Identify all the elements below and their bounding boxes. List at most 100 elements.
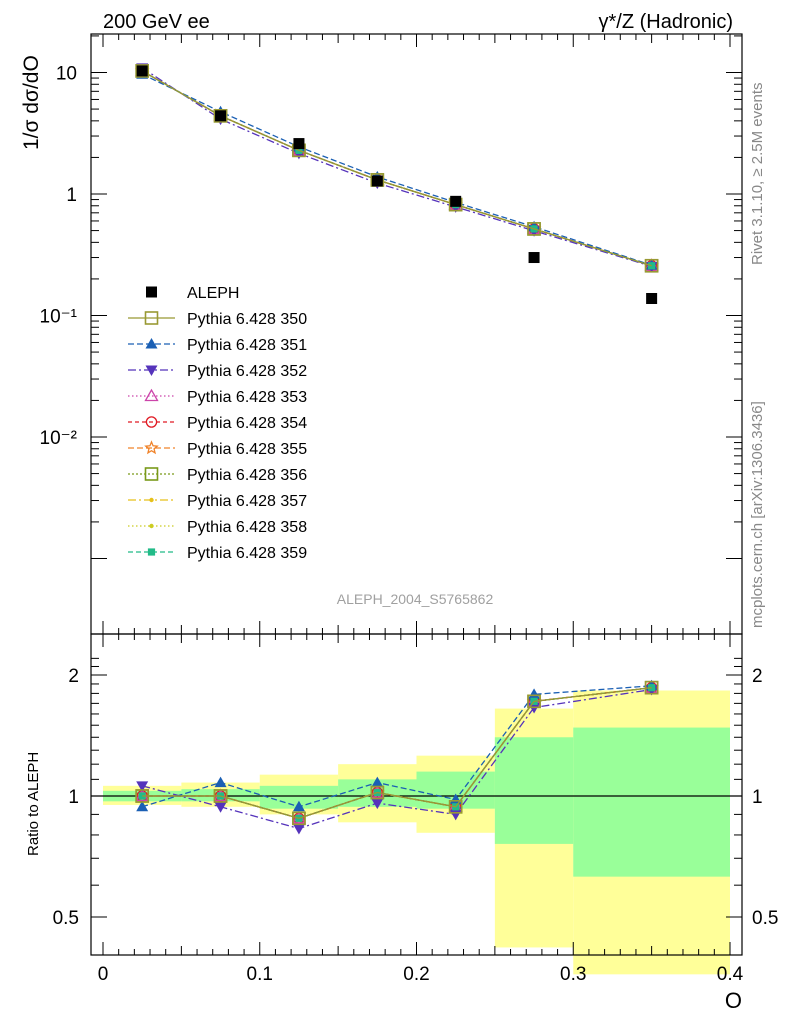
legend-label-2: Pythia 6.428 352 xyxy=(187,363,307,380)
legend-marker-9 xyxy=(147,548,156,556)
ratio-ytick-label-left-1: 1 xyxy=(68,787,79,808)
ratio-point-series-2-1 xyxy=(214,802,227,813)
header-right: γ*/Z (Hadronic) xyxy=(599,11,733,33)
ratio-point-series-1-5 xyxy=(528,688,541,699)
x-axis-title: O xyxy=(725,988,742,1013)
legend-entry-6: Pythia 6.428 356 xyxy=(128,467,307,484)
main-panel: 10⁻²10⁻¹11010² xyxy=(40,33,743,635)
main-frame xyxy=(90,33,743,635)
main-line-series-6 xyxy=(141,70,652,267)
legend-label-aleph: ALEPH xyxy=(187,285,239,302)
legend-label-9: Pythia 6.428 359 xyxy=(187,545,307,562)
legend-label-4: Pythia 6.428 354 xyxy=(187,415,307,432)
legend-marker-8 xyxy=(149,523,154,529)
aleph-point-1 xyxy=(215,110,227,122)
main-point-series-0-6 xyxy=(644,258,659,273)
main-line-series-8 xyxy=(141,70,652,267)
main-ytick-label-3: 10 xyxy=(56,64,77,85)
main-line-series-1 xyxy=(141,73,652,266)
ratio-ytick-label-right-2: 2 xyxy=(752,666,763,687)
x-tick-label-4: 0.4 xyxy=(717,964,744,985)
legend: ALEPH Pythia 6.428 350 Pythia 6.428 351 Pyt… xyxy=(128,285,307,562)
legend-entry-aleph: ALEPH xyxy=(146,285,239,302)
ratio-point-series-0-6 xyxy=(644,680,659,695)
ratio-point-series-2-0 xyxy=(136,781,149,792)
ratio-point-series-9-6 xyxy=(648,684,656,692)
y-axis-title-ratio: Ratio to ALEPH xyxy=(25,752,42,856)
main-ytick-label-2: 1 xyxy=(66,185,77,206)
rivet-label: Rivet 3.1.10, ≥ 2.5M events xyxy=(749,83,766,266)
ratio-point-series-1-1 xyxy=(214,776,227,788)
x-tick-label-1: 0.1 xyxy=(247,964,273,985)
ratio-point-series-0-0 xyxy=(135,789,149,803)
main-line-series-5 xyxy=(141,70,652,267)
main-point-series-0-0 xyxy=(135,64,149,78)
legend-entry-0: Pythia 6.428 350 xyxy=(128,311,307,328)
legend-entry-4: Pythia 6.428 354 xyxy=(128,415,307,432)
band-green-5 xyxy=(494,737,574,844)
legend-label-3: Pythia 6.428 353 xyxy=(187,389,307,406)
x-tick-label-3: 0.3 xyxy=(560,964,586,985)
x-tick-label-2: 0.2 xyxy=(403,964,429,985)
ratio-line-series-0 xyxy=(142,687,652,819)
x-tick-label-0: 0 xyxy=(98,964,109,985)
ratio-point-series-0-3 xyxy=(370,785,385,800)
aleph-point-3 xyxy=(371,175,383,187)
legend-marker-aleph xyxy=(146,286,157,298)
legend-marker-7 xyxy=(149,497,154,503)
aleph-point-4 xyxy=(450,195,462,207)
legend-marker-2 xyxy=(145,365,158,376)
legend-label-7: Pythia 6.428 357 xyxy=(187,493,307,510)
legend-entry-9: Pythia 6.428 359 xyxy=(128,545,307,562)
legend-label-5: Pythia 6.428 355 xyxy=(187,441,307,458)
aleph-point-0 xyxy=(136,65,148,77)
ratio-panel: 0 0.1 0.2 0.3 0.4 0.5 0.5 1 1 2 2 xyxy=(53,633,778,985)
main-line-series-0 xyxy=(141,70,652,267)
main-line-series-3 xyxy=(141,70,652,267)
legend-marker-5 xyxy=(144,440,159,455)
ratio-point-series-0-1 xyxy=(213,789,228,803)
legend-label-1: Pythia 6.428 351 xyxy=(187,337,307,354)
ratio-point-series-2-2 xyxy=(292,824,305,835)
ratio-point-series-1-3 xyxy=(371,776,384,788)
main-ytick-label-1: 10⁻¹ xyxy=(40,307,78,328)
band-green-2 xyxy=(259,785,339,809)
legend-entry-7: Pythia 6.428 357 xyxy=(128,493,307,510)
aleph-point-6 xyxy=(646,293,658,305)
legend-label-8: Pythia 6.428 358 xyxy=(187,519,307,536)
legend-marker-3 xyxy=(144,388,159,402)
mcplots-label: mcplots.cern.ch [arXiv:1306.3436] xyxy=(749,401,766,628)
legend-marker-4 xyxy=(145,416,158,428)
legend-marker-0 xyxy=(144,311,159,325)
main-line-series-9 xyxy=(141,70,652,267)
aleph-point-2 xyxy=(293,138,305,150)
main-point-series-0-5 xyxy=(527,222,541,236)
ratio-point-series-0-5 xyxy=(527,694,541,709)
legend-entry-5: Pythia 6.428 355 xyxy=(128,440,307,458)
legend-entry-1: Pythia 6.428 351 xyxy=(128,337,307,354)
ratio-point-series-1-2 xyxy=(292,800,305,812)
band-green-6 xyxy=(573,727,730,877)
legend-label-0: Pythia 6.428 350 xyxy=(187,311,307,328)
ratio-ytick-label-right-0: 0.5 xyxy=(752,908,778,929)
ratio-point-series-0-2 xyxy=(292,811,306,826)
main-line-series-7 xyxy=(141,70,652,267)
main-line-series-4 xyxy=(141,70,652,267)
header-left: 200 GeV ee xyxy=(103,11,210,33)
legend-marker-1 xyxy=(145,338,158,349)
ratio-point-series-2-3 xyxy=(371,798,384,810)
analysis-watermark: ALEPH_2004_S5765862 xyxy=(337,591,494,607)
legend-entry-2: Pythia 6.428 352 xyxy=(128,363,307,380)
aleph-point-5 xyxy=(528,252,540,264)
main-line-series-2 xyxy=(141,67,652,267)
ratio-point-series-1-0 xyxy=(136,800,149,812)
ratio-point-series-0-4 xyxy=(448,800,463,814)
legend-entry-8: Pythia 6.428 358 xyxy=(128,519,307,536)
y-axis-title-main: 1/σ dσ/dO xyxy=(20,55,43,150)
legend-label-6: Pythia 6.428 356 xyxy=(187,467,307,484)
main-point-series-0-1 xyxy=(213,109,228,123)
main-ytick-label-0: 10⁻² xyxy=(40,428,78,449)
ratio-ytick-label-right-1: 1 xyxy=(752,787,763,808)
legend-marker-6 xyxy=(144,467,159,481)
